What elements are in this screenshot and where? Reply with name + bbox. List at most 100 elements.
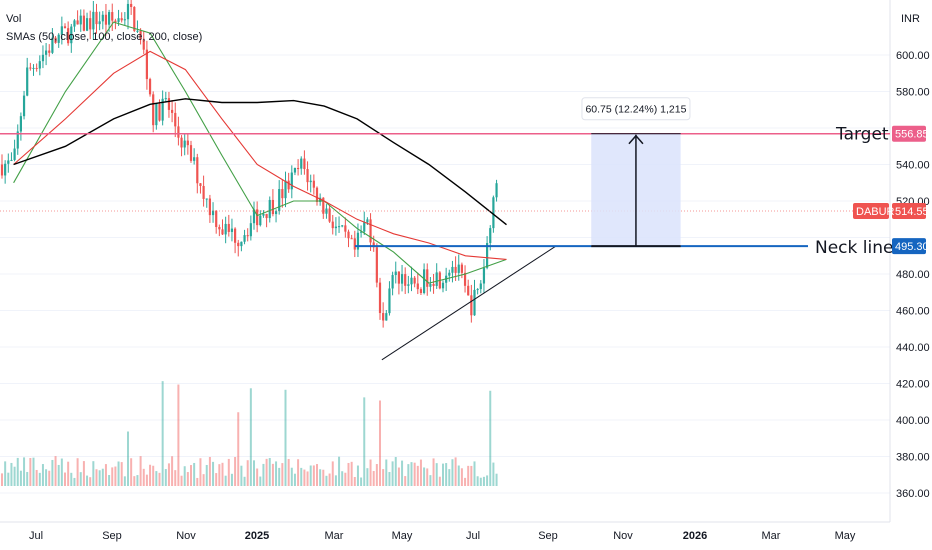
volume-bar [413,462,416,486]
volume-bar [407,464,410,486]
volume-bar [120,462,123,486]
volume-bar [432,458,435,486]
y-tick-label: 540.00 [896,160,930,172]
candle-body [252,209,256,224]
candle-body [145,49,148,80]
candle-body [246,235,249,237]
volume-bar [290,467,293,486]
candle-body [155,103,158,126]
volume-bar [130,458,133,486]
volume-bar [111,467,114,486]
neck-price-tag-bg [892,238,926,255]
candle-body [73,20,76,27]
volume-bar [161,381,164,486]
candle-body [369,219,372,243]
volume-bar [16,457,19,486]
candle-body [337,226,341,228]
volume-bar [492,462,495,486]
volume-bar [284,389,287,486]
volume-bar [13,466,16,486]
symbol-tag: DABUR [856,206,895,218]
volume-bar [117,461,120,486]
candle-body [331,221,334,229]
candle-body [139,30,142,40]
volume-bar [79,472,82,486]
price-axis[interactable]: INR600.00580.00540.00520.00480.00460.004… [896,13,930,500]
sma-legend[interactable]: SMAs (50, close, 100, close, 200, close) [6,31,203,43]
volume-bar [451,459,454,486]
volume-bar [180,475,183,486]
volume-bar [435,463,438,486]
volume-bar [199,458,202,486]
volume-bar [249,388,252,486]
symbol-tag-bg [853,202,889,219]
y-tick-label: 600.00 [896,50,930,62]
candle-body [454,266,457,273]
volume-bar [312,465,315,486]
volume-bar [262,463,265,486]
sma50-line [13,21,507,284]
volume-legend[interactable]: Vol [6,13,22,25]
candle-body [435,272,438,286]
candle-body [19,116,22,132]
volume-bar [322,469,325,486]
x-tick-label: May [392,530,413,542]
volume-bar [397,467,400,486]
volume-bar [108,475,111,486]
volume-bar [341,471,344,486]
y-tick-label: 440.00 [896,342,930,354]
price-tags: 556.85 514.55 495.30 DABUR [853,125,929,255]
candle-body [300,158,303,169]
candle-body [460,264,463,273]
candle-body [467,285,470,296]
volume-bar [287,458,290,486]
candle-body [451,266,454,273]
candle-body [419,289,423,293]
volume-bar [372,471,375,486]
candle-body [82,15,85,31]
candle-body [432,283,435,286]
volume-bar [136,475,139,486]
last-price-tag: 514.55 [895,206,929,218]
candle-body [429,283,432,287]
volume-bar [338,456,341,486]
x-tick-label: Sep [538,530,558,542]
time-axis[interactable]: Jul Sep Nov 2025 Mar May Jul Sep Nov 2026 Mar May [29,530,856,542]
candle-body [221,229,224,235]
candle-body [10,159,13,161]
candle-body [423,269,426,293]
candle-body [385,313,388,321]
y-tick-label: 380.00 [896,452,930,464]
candle-body [271,199,274,215]
y-tick-label: 480.00 [896,269,930,281]
currency-label: INR [901,13,920,25]
volume-bar [325,475,328,486]
candle-body [54,37,57,43]
volume-bar [404,476,407,486]
volume-bar [344,472,347,486]
candle-body [189,145,193,161]
volume-bar [186,472,189,486]
candle-body [29,67,32,69]
candle-body [293,168,297,173]
candle-body [325,208,328,214]
candle-body [136,30,139,32]
candle-body [463,272,467,286]
volume-bar [473,461,476,486]
volume-bar [19,470,22,486]
volume-bar [171,456,174,486]
drawings[interactable]: 60.75 (12.24%) 1,215 Target Neck line [0,97,893,361]
volume-bar [275,461,278,486]
volume-bar [133,476,136,486]
candle-body [218,226,221,230]
volume-bar [38,472,41,486]
candle-body [278,189,281,212]
candle-body [366,219,369,223]
candle-body [489,228,492,244]
candle-body [111,12,114,21]
candle-body [202,185,205,199]
candle-body [63,26,67,29]
volume-bar [256,468,259,486]
x-tick-label: Mar [325,530,344,542]
